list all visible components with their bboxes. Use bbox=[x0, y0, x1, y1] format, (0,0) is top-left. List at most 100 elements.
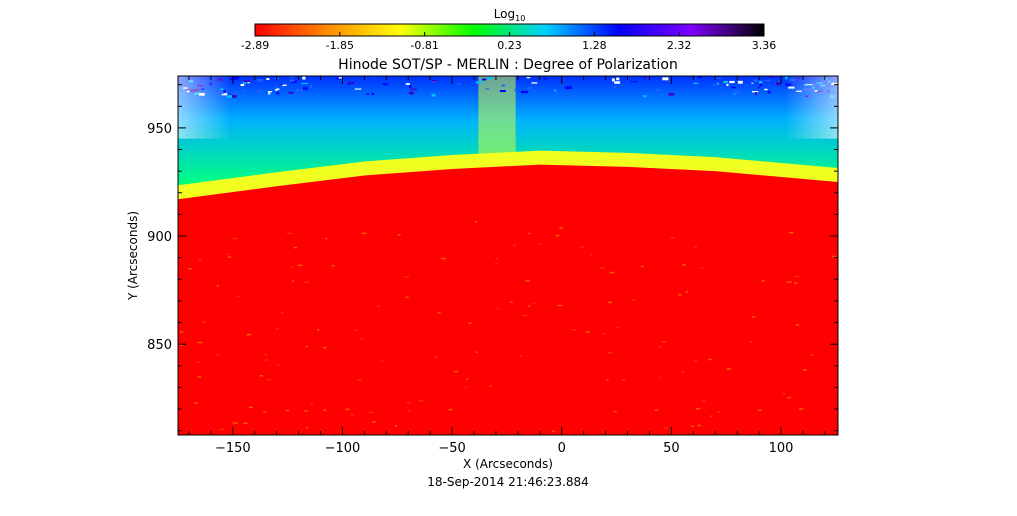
observation-timestamp: 18-Sep-2014 21:46:23.884 bbox=[427, 475, 589, 489]
disk-speck bbox=[749, 341, 753, 343]
disk-speck bbox=[701, 400, 706, 403]
disk-speck bbox=[263, 411, 266, 413]
disk-speck bbox=[607, 351, 613, 354]
disk-speck bbox=[266, 378, 271, 381]
disk-speck bbox=[293, 246, 297, 249]
disk-speck bbox=[631, 299, 636, 301]
disk-speck bbox=[331, 264, 335, 267]
disk-speck bbox=[197, 376, 201, 378]
disk-speck bbox=[600, 267, 605, 269]
disk-speck bbox=[716, 411, 720, 413]
disk-speck bbox=[236, 295, 240, 298]
disk-speck bbox=[323, 409, 327, 411]
disk-speck bbox=[522, 314, 528, 317]
disk-speck bbox=[678, 294, 682, 296]
y-tick-label: 900 bbox=[147, 230, 172, 245]
disk-speck bbox=[474, 220, 478, 223]
disk-speck bbox=[559, 227, 563, 229]
disk-speck bbox=[325, 237, 328, 240]
x-tick-label: 50 bbox=[663, 441, 680, 456]
disk-speck bbox=[394, 425, 398, 427]
disk-speck bbox=[700, 267, 704, 269]
colorbar-tick-label: -2.89 bbox=[241, 39, 269, 52]
disk-speck bbox=[406, 401, 411, 404]
colorbar-label-subscript: 10 bbox=[515, 14, 525, 23]
disk-speck bbox=[661, 341, 667, 343]
colorbar-label: Log10 bbox=[494, 7, 526, 23]
disk-speck bbox=[585, 331, 590, 333]
disk-speck bbox=[361, 232, 367, 235]
disk-speck bbox=[802, 369, 808, 371]
colorbar-tick-label: -0.81 bbox=[410, 39, 438, 52]
disk-speck bbox=[304, 281, 310, 283]
disk-speck bbox=[369, 411, 374, 414]
disk-speck bbox=[782, 393, 786, 395]
disk-speck bbox=[761, 280, 765, 282]
disk-speck bbox=[528, 232, 531, 235]
disk-speck bbox=[681, 264, 686, 266]
x-tick-label: −150 bbox=[215, 441, 251, 456]
disk-speck bbox=[513, 244, 516, 247]
disk-speck bbox=[726, 368, 731, 370]
disk-speck bbox=[353, 329, 357, 332]
disk-speck bbox=[466, 378, 469, 380]
disk-speck bbox=[448, 408, 453, 411]
disk-speck bbox=[380, 360, 384, 363]
polarization-map bbox=[178, 76, 838, 435]
disk-speck bbox=[232, 237, 238, 240]
disk-speck bbox=[681, 371, 685, 373]
disk-speck bbox=[695, 407, 701, 410]
colorbar-label-base: Log bbox=[494, 7, 515, 21]
disk-speck bbox=[287, 232, 293, 235]
disk-speck bbox=[418, 400, 424, 402]
disk-speck bbox=[621, 379, 626, 381]
x-axis-ticks: −150 −100 −50 0 50 100 bbox=[188, 76, 826, 456]
y-axis-ticks: 850 900 950 bbox=[147, 84, 838, 432]
disk-speck bbox=[609, 271, 615, 274]
colorbar-ticks: -2.89 -1.85 -0.81 0.23 1.28 2.32 3.36 bbox=[241, 32, 776, 52]
x-tick-label: 0 bbox=[558, 441, 566, 456]
colorbar-tick-label: 3.36 bbox=[752, 39, 777, 52]
disk-speck bbox=[751, 316, 756, 318]
disk-speck bbox=[407, 410, 411, 412]
disk-speck bbox=[227, 256, 232, 258]
disk-speck bbox=[180, 331, 184, 333]
y-tick-label: 850 bbox=[147, 338, 172, 353]
disk-speck bbox=[227, 253, 230, 256]
disk-speck bbox=[657, 346, 661, 348]
disk-speck bbox=[317, 329, 320, 331]
disk-speck bbox=[291, 280, 295, 282]
disk-speck bbox=[494, 263, 498, 265]
disk-speck bbox=[281, 311, 284, 314]
disk-speck bbox=[371, 421, 376, 423]
colorbar-tick-label: -1.85 bbox=[326, 39, 354, 52]
disk-speck bbox=[197, 361, 200, 363]
disk-speck bbox=[454, 370, 459, 373]
disk-speck bbox=[397, 234, 401, 236]
disk-speck bbox=[304, 410, 308, 412]
disk-speck bbox=[216, 354, 220, 356]
disk-speck bbox=[708, 358, 713, 361]
chart-title: Hinode SOT/SP - MERLIN : Degree of Polar… bbox=[338, 57, 678, 73]
disk-speck bbox=[786, 281, 792, 283]
disk-speck bbox=[663, 427, 668, 429]
disk-speck bbox=[685, 291, 688, 293]
disk-speck bbox=[710, 415, 713, 418]
disk-speck bbox=[434, 356, 439, 359]
disk-speck bbox=[794, 275, 800, 278]
disk-speck bbox=[670, 237, 675, 239]
disk-speck bbox=[590, 253, 593, 256]
disk-speck bbox=[194, 402, 198, 404]
disk-speck bbox=[496, 258, 499, 260]
disk-speck bbox=[809, 354, 815, 356]
disk-speck bbox=[248, 406, 253, 409]
disk-speck bbox=[285, 409, 290, 412]
disk-speck bbox=[606, 378, 609, 381]
disk-speck bbox=[693, 360, 698, 362]
y-axis-label: Y (Arcseconds) bbox=[126, 211, 140, 301]
y-tick-label: 950 bbox=[147, 122, 172, 137]
disk-speck bbox=[538, 243, 541, 245]
disk-speck bbox=[297, 264, 303, 267]
disk-speck bbox=[571, 329, 576, 331]
